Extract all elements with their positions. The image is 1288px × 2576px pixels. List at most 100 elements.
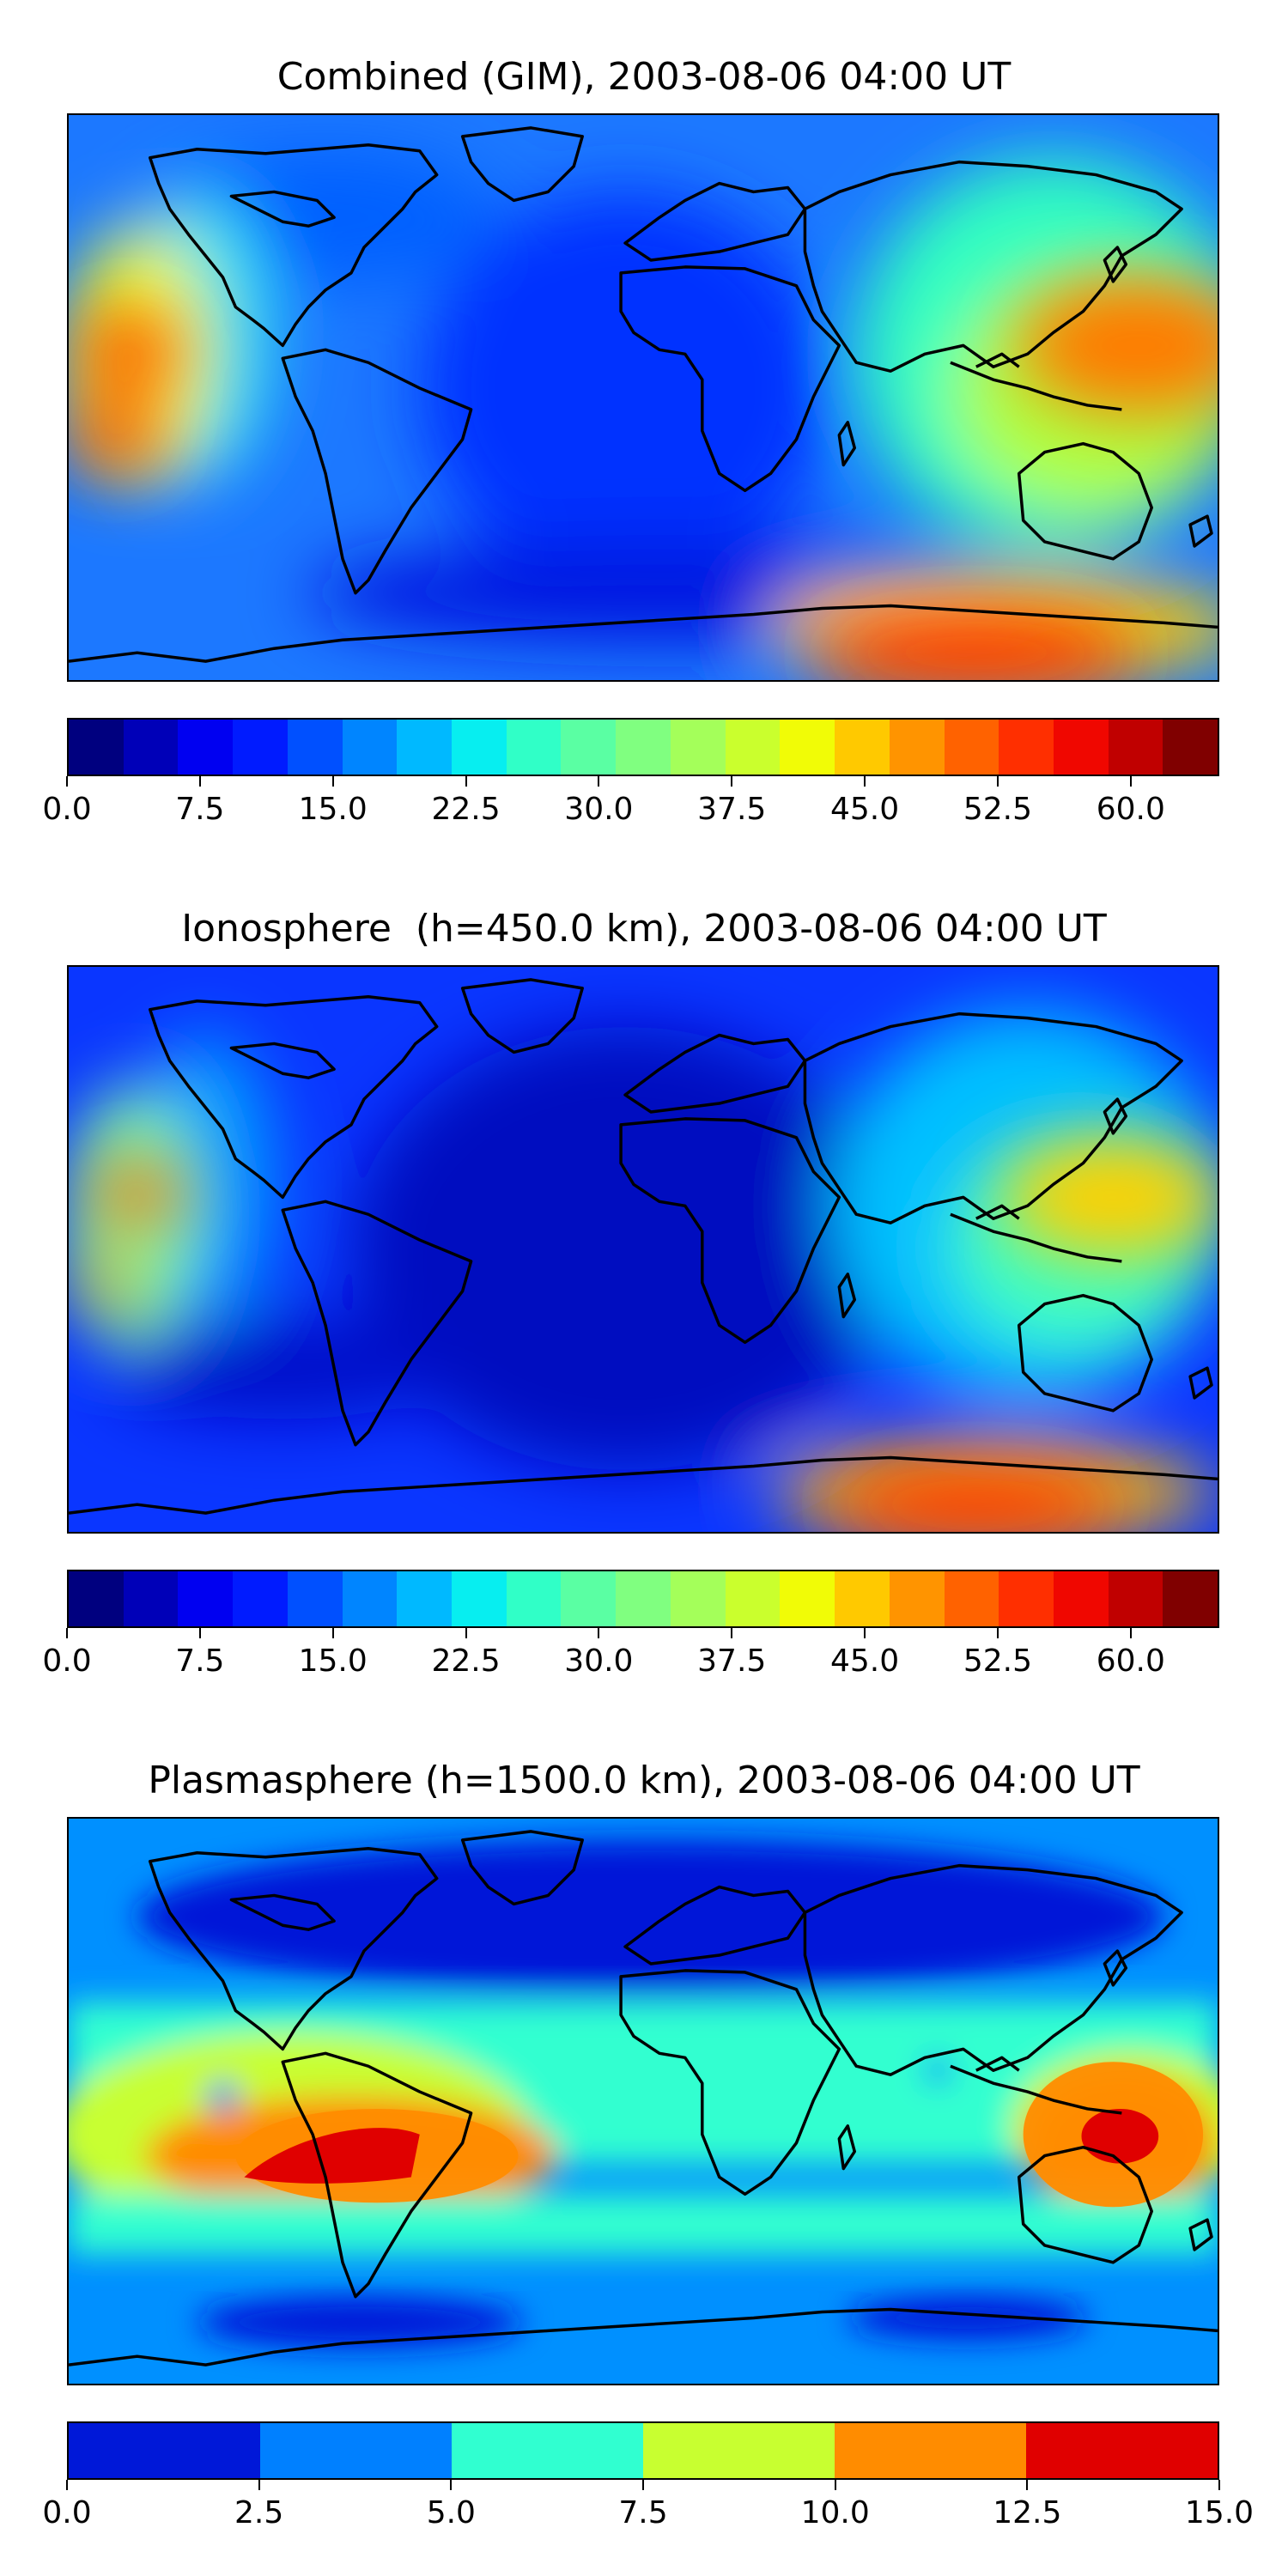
- colorbar-tick-label: 15.0: [298, 792, 368, 827]
- colorbar-segment: [561, 1571, 617, 1626]
- colorbar-tick-label: 60.0: [1096, 1643, 1165, 1679]
- colorbar-segment: [835, 1571, 890, 1626]
- colorbar-tick: [864, 776, 866, 787]
- colorbar-segment: [506, 720, 562, 775]
- colorbar-segment: [561, 720, 617, 775]
- colorbar-tick-label: 37.5: [697, 792, 767, 827]
- colorbar-segment: [506, 1571, 562, 1626]
- colorbar-tick: [331, 1628, 334, 1638]
- colorbar-tick-label: 7.5: [175, 792, 225, 827]
- colorbar-tick-label: 22.5: [431, 792, 501, 827]
- hotspot-3: [1018, 276, 1218, 414]
- colorbar-tick-label: 30.0: [564, 1643, 634, 1679]
- colorbar-tick-label: 7.5: [175, 1643, 225, 1679]
- panel-1-colorbar: [67, 718, 1219, 776]
- panel-1-title: Combined (GIM), 2003-08-06 04:00 UT: [276, 55, 1012, 99]
- panel-3-map-graphic: [69, 1819, 1218, 2384]
- colorbar-tick-label: 0.0: [42, 2495, 92, 2530]
- colorbar-segment: [725, 720, 781, 775]
- hotspot-4: [1081, 2108, 1159, 2164]
- colorbar-segment: [944, 720, 999, 775]
- colorbar-tick-label: 37.5: [697, 1643, 767, 1679]
- colorbar-tick: [465, 1628, 467, 1638]
- colorbar-tick: [66, 776, 68, 787]
- colorbar-segment: [999, 1571, 1054, 1626]
- colorbar-tick: [1026, 2480, 1029, 2490]
- colorbar-tick-label: 30.0: [564, 792, 634, 827]
- colorbar-segment: [889, 1571, 945, 1626]
- colorbar-tick: [996, 1628, 999, 1638]
- hotspot-4: [830, 1470, 1122, 1532]
- colorbar-tick-label: 15.0: [298, 1643, 368, 1679]
- colorbar-tick: [1129, 1628, 1132, 1638]
- colorbar-tick: [1218, 2480, 1220, 2490]
- colorbar-tick: [66, 2480, 68, 2490]
- colorbar-tick-label: 12.5: [993, 2495, 1062, 2530]
- colorbar-segment: [670, 720, 726, 775]
- colorbar-tick-label: 10.0: [800, 2495, 870, 2530]
- colorbar-tick: [258, 2480, 260, 2490]
- colorbar-segment: [397, 720, 453, 775]
- panel-1-map-graphic: [69, 115, 1218, 680]
- panel-1-map: [67, 113, 1219, 682]
- colorbar-tick: [465, 776, 467, 787]
- panel-2-map: [67, 965, 1219, 1534]
- colorbar-tick-label: 0.0: [42, 792, 92, 827]
- colorbar-segment: [233, 720, 288, 775]
- colorbar-segment: [287, 1571, 343, 1626]
- hotspot-1: [76, 311, 180, 389]
- colorbar-tick-label: 45.0: [829, 792, 900, 827]
- colorbar-tick: [66, 1628, 68, 1638]
- colorbar-segment: [287, 720, 343, 775]
- colorbar-tick-label: 7.5: [618, 2495, 668, 2530]
- colorbar-segment: [725, 1571, 781, 1626]
- colorbar-segment: [1163, 720, 1218, 775]
- colorbar-segment: [260, 2423, 452, 2478]
- colorbar-tick: [331, 776, 334, 787]
- hotspot-2: [69, 400, 163, 470]
- colorbar-tick: [598, 1628, 600, 1638]
- panel-2-colorbar-ticks: 0.0 7.5 15.0 22.5 30.0 37.5 45.0 52.5 60.0: [42, 1628, 1219, 1680]
- colorbar-segment: [1026, 2423, 1218, 2478]
- colorbar-segment: [342, 1571, 398, 1626]
- panel-2-map-graphic: [69, 967, 1218, 1532]
- colorbar-segment: [452, 2423, 643, 2478]
- colorbar-tick: [996, 776, 999, 787]
- colorbar-segment: [1108, 720, 1163, 775]
- colorbar-segment: [780, 1571, 835, 1626]
- colorbar-segment: [835, 2423, 1026, 2478]
- colorbar-tick: [731, 776, 733, 787]
- colorbar-tick: [731, 1628, 733, 1638]
- colorbar-segment: [670, 1571, 726, 1626]
- colorbar-tick: [198, 1628, 201, 1638]
- colorbar-segment: [69, 2423, 260, 2478]
- colorbar-tick: [642, 2480, 644, 2490]
- panel-2-title: Ionosphere (h=450.0 km), 2003-08-06 04:0…: [181, 907, 1107, 951]
- panel-3-map: [67, 1817, 1219, 2385]
- colorbar-segment: [178, 720, 234, 775]
- colorbar-segment: [342, 720, 398, 775]
- colorbar-tick: [450, 2480, 453, 2490]
- colorbar-segment: [452, 720, 507, 775]
- colorbar-tick: [198, 776, 201, 787]
- colorbar-segment: [178, 1571, 234, 1626]
- hotspot-2: [72, 1261, 142, 1304]
- colorbar-tick-label: 5.0: [426, 2495, 476, 2530]
- panel-1-colorbar-ticks: 0.0 7.5 15.0 22.5 30.0 37.5 45.0 52.5 60.0: [42, 776, 1219, 828]
- colorbar-segment: [999, 720, 1054, 775]
- colorbar-tick-label: 52.5: [963, 792, 1032, 827]
- colorbar-segment: [643, 2423, 835, 2478]
- colorbar-segment: [780, 720, 835, 775]
- colorbar-segment: [69, 1571, 124, 1626]
- colorbar-segment: [835, 720, 890, 775]
- colorbar-tick-label: 52.5: [963, 1643, 1032, 1679]
- colorbar-tick-label: 45.0: [829, 1643, 900, 1679]
- colorbar-segment: [123, 1571, 179, 1626]
- hotspot-2: [244, 2128, 420, 2184]
- hotspot-1: [89, 1163, 185, 1224]
- colorbar-segment: [1053, 1571, 1109, 1626]
- colorbar-segment: [233, 1571, 288, 1626]
- colorbar-segment: [69, 720, 124, 775]
- panel-3-title: Plasmasphere (h=1500.0 km), 2003-08-06 0…: [148, 1759, 1140, 1802]
- panel-2-colorbar: [67, 1570, 1219, 1628]
